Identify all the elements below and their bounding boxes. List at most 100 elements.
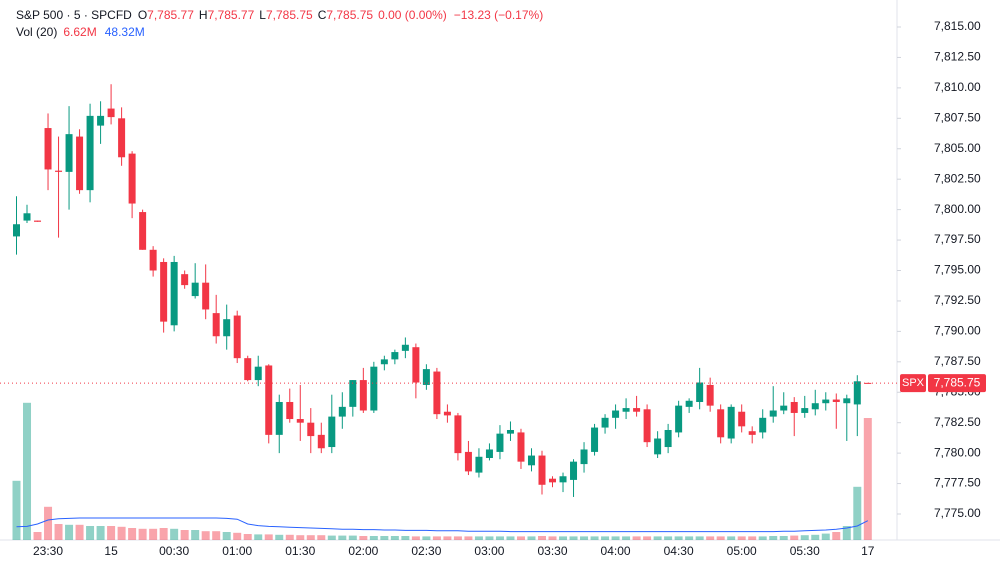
candle-body	[506, 429, 514, 434]
legend-text: 7,785.77	[208, 8, 255, 22]
candle-body	[738, 411, 746, 427]
y-tick-label: 7,805.00	[934, 141, 981, 155]
candle-body	[696, 382, 704, 402]
price-tag-value: 7,785.75	[934, 375, 981, 389]
candle-body	[212, 313, 220, 337]
candle-body	[748, 431, 756, 435]
candle-body	[622, 408, 630, 412]
candle-body	[527, 455, 535, 466]
price-tag-symbol: SPX	[902, 377, 925, 389]
candle-body	[727, 406, 735, 439]
volume-bar	[548, 536, 557, 540]
volume-bar	[338, 535, 347, 540]
x-tick-label: 05:30	[790, 544, 820, 558]
volume-bar	[853, 486, 862, 540]
candle-body	[202, 282, 210, 310]
volume-bar	[390, 536, 399, 540]
candle-body	[233, 315, 241, 359]
candle-body	[832, 399, 840, 402]
legend-text: 7,785.75	[326, 8, 373, 22]
candle-body	[517, 432, 525, 462]
volume-bar	[821, 533, 830, 540]
volume-bar	[695, 536, 704, 540]
candle-body	[559, 476, 567, 483]
volume-bar	[359, 536, 368, 540]
volume-bar	[800, 535, 809, 540]
candle-body	[664, 429, 672, 448]
volume-bar	[527, 536, 536, 540]
candle-body	[265, 365, 273, 435]
volume-bar	[590, 536, 599, 540]
volume-bar	[44, 506, 53, 540]
volume-bar	[380, 536, 389, 540]
candle-body	[401, 344, 409, 351]
volume-bar	[401, 536, 410, 540]
candle-body	[328, 416, 336, 448]
volume-bar	[863, 418, 872, 540]
candle-body	[244, 358, 252, 381]
candle-body	[790, 401, 798, 413]
volume-bar	[443, 536, 452, 540]
candle-body	[485, 449, 493, 458]
volume-bar	[832, 532, 841, 540]
candle-body	[170, 261, 178, 326]
legend-text: C	[318, 8, 327, 22]
candle-body	[853, 381, 861, 405]
x-tick-label: 04:30	[664, 544, 694, 558]
volume-bars	[12, 402, 872, 540]
candle-body	[801, 408, 809, 413]
volume-bar	[485, 536, 494, 540]
y-tick-label: 7,800.00	[934, 202, 981, 216]
volume-bar	[453, 536, 462, 540]
y-tick-label: 7,810.00	[934, 80, 981, 94]
volume-bar	[159, 528, 168, 540]
candle-body	[706, 384, 714, 406]
candle-body	[139, 212, 147, 250]
price-tag-bg	[928, 374, 986, 393]
x-tick-label: 02:30	[411, 544, 441, 558]
candle-body	[717, 409, 725, 438]
volume-bar	[506, 536, 515, 540]
volume-bar	[769, 536, 778, 540]
candle-body	[675, 405, 683, 433]
volume-bar	[474, 536, 483, 540]
legend-text: S&P 500 · 5 · SPCFD	[16, 8, 132, 22]
candle-body	[433, 371, 441, 415]
volume-bar	[706, 536, 715, 540]
volume-bar	[580, 536, 589, 540]
volume-ma-line	[16, 517, 869, 533]
y-tick-label: 7,787.50	[934, 354, 981, 368]
candle-body	[811, 403, 819, 410]
volume-bar	[622, 536, 631, 540]
volume-bar	[138, 528, 147, 540]
volume-bar	[33, 532, 42, 540]
volume-bar	[306, 535, 315, 540]
candle-body	[538, 455, 546, 485]
candle-body	[296, 419, 304, 423]
volume-bar	[12, 480, 21, 540]
candle-body	[612, 410, 620, 418]
candle-body	[864, 382, 872, 384]
y-tick-label: 7,807.50	[934, 110, 981, 124]
volume-bar	[411, 536, 420, 540]
legend-text: H	[199, 8, 208, 22]
volume-bar	[75, 524, 84, 540]
legend-text: 7,785.77	[147, 8, 194, 22]
volume-bar	[811, 534, 820, 540]
volume-bar	[348, 535, 357, 540]
volume-bar	[170, 528, 179, 540]
volume-bar	[285, 534, 294, 540]
candle-body	[317, 434, 325, 449]
candle-body	[338, 406, 346, 417]
volume-bar	[464, 536, 473, 540]
legend-text: −13.23 (−0.17%)	[454, 8, 543, 22]
volume-bar	[538, 536, 546, 540]
volume-bar	[54, 524, 63, 540]
candle-body	[128, 153, 136, 204]
candle-body	[44, 128, 52, 170]
candle-body	[181, 274, 189, 286]
y-tick-label: 7,802.50	[934, 171, 981, 185]
candle-body	[107, 108, 115, 118]
candle-body	[391, 352, 399, 360]
volume-bar	[107, 526, 116, 540]
